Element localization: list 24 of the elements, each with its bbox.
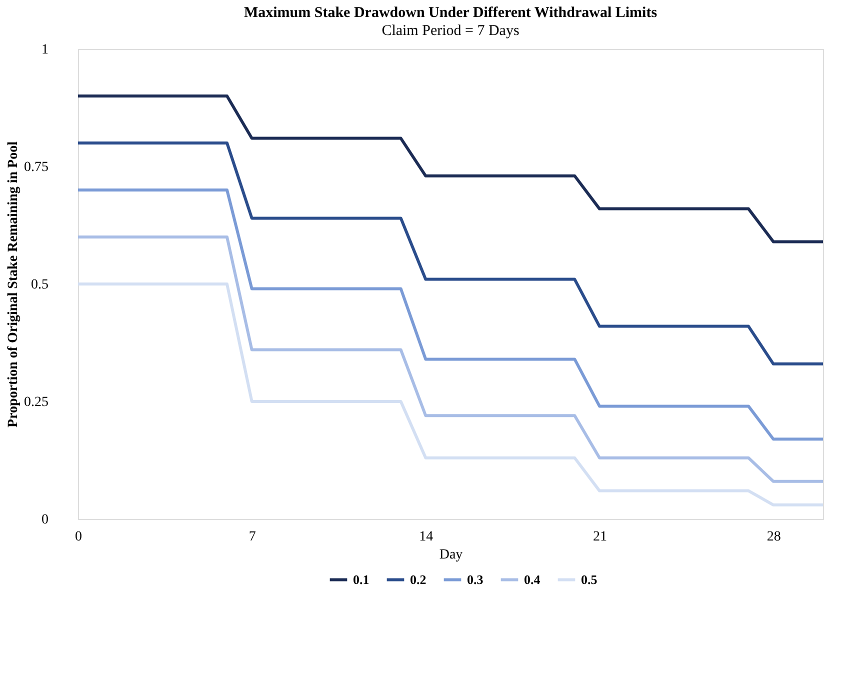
line-series <box>78 236 823 483</box>
legend-label: 0.2 <box>410 572 426 587</box>
y-tick-label: 0.75 <box>24 160 48 175</box>
x-axis-title: Day <box>439 548 463 562</box>
line-series <box>78 94 823 244</box>
chart-title: Maximum Stake Drawdown Under Different Withdrawal Limits <box>244 5 658 21</box>
line-series <box>78 142 823 366</box>
legend-label: 0.5 <box>581 572 598 587</box>
x-tick-label: 28 <box>766 530 781 544</box>
legend-label: 0.1 <box>353 572 370 587</box>
line-series <box>78 188 823 441</box>
y-tick-label: 1 <box>42 42 48 58</box>
x-tick-label: 21 <box>593 530 607 544</box>
legend-label: 0.3 <box>467 572 484 587</box>
y-tick-label: 0 <box>42 512 48 528</box>
chart-subtitle: Claim Period = 7 Days <box>382 23 520 39</box>
x-tick-label: 0 <box>75 530 82 544</box>
x-tick-label: 7 <box>248 530 256 544</box>
legend-label: 0.4 <box>524 572 541 587</box>
y-tick-label: 0.5 <box>31 278 48 292</box>
x-tick-label: 14 <box>419 530 434 544</box>
line-series <box>78 282 823 506</box>
y-axis-title: Proportion of Original Stake Remaining in Pool <box>6 141 21 428</box>
y-tick-label: 0.25 <box>24 395 48 410</box>
